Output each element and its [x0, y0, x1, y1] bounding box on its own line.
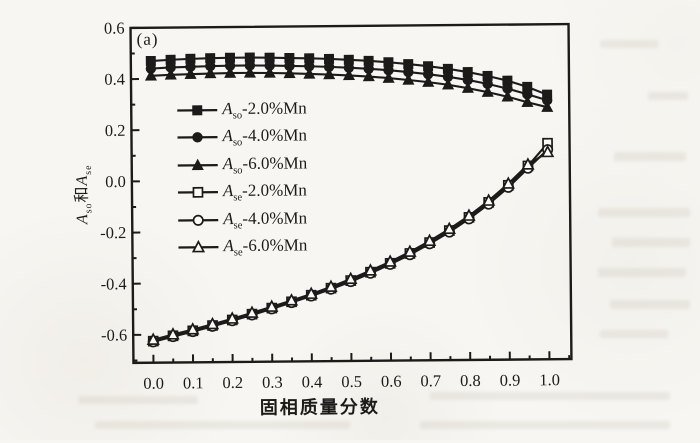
legend-item-aso-4-0-mn: Aso-4.0%Mn — [175, 123, 307, 152]
legend-label: Aso-6.0%Mn — [223, 153, 308, 176]
x-tick-label: 0.7 — [420, 371, 441, 390]
legend-marker-filled-triangle-icon — [176, 155, 220, 175]
x-axis-title: 固相质量分数 — [200, 392, 440, 420]
y-axis-title: Aso和Ase — [67, 134, 94, 254]
legend-label: Ase-4.0%Mn — [223, 208, 307, 231]
data-point-marker-filled-circle — [193, 133, 202, 142]
y-tick-label: -0.4 — [101, 274, 127, 293]
x-tick-label: 0.4 — [302, 372, 323, 391]
legend-marker-open-circle-icon — [176, 210, 220, 230]
x-tick-label: 0.8 — [460, 371, 481, 390]
panel-label: (a) — [137, 30, 159, 50]
x-tick-labels: 0.0 0.1 0.2 0.3 0.4 0.5 0.6 0.7 0.8 0.9 1.0 — [143, 370, 560, 393]
legend-item-ase-2-0-mn: Ase-2.0%Mn — [176, 178, 308, 207]
y-tick-label: -0.2 — [100, 223, 126, 242]
x-tick-label: 0.0 — [143, 374, 164, 393]
legend-item-aso-6-0-mn: Aso-6.0%Mn — [176, 150, 308, 179]
legend-item-ase-6-0-mn: Ase-6.0%Mn — [176, 233, 308, 262]
legend-marker-open-triangle-icon — [176, 237, 220, 257]
y-tick-label: 0.4 — [104, 70, 125, 89]
x-tick-label: 0.1 — [183, 373, 204, 392]
x-tick-label: 0.2 — [222, 373, 243, 392]
legend-label: Aso-4.0%Mn — [222, 125, 307, 148]
legend-marker-filled-circle-icon — [175, 127, 219, 147]
x-tick-label: 1.0 — [539, 370, 560, 389]
y-tick-label: -0.6 — [101, 325, 127, 344]
legend-label: Ase-2.0%Mn — [223, 180, 307, 203]
y-tick-label: 0.0 — [105, 172, 126, 191]
data-point-marker-open-square — [193, 188, 202, 197]
data-point-marker-filled-square — [193, 106, 202, 115]
y-tick-label: 0.6 — [104, 18, 125, 37]
x-tick-label: 0.9 — [500, 371, 521, 390]
y-tick-labels: 0.6 0.4 0.2 0.0 -0.2 -0.4 -0.6 — [98, 18, 127, 344]
y-tick-label: 0.2 — [105, 121, 126, 140]
data-point-marker-open-circle — [193, 215, 202, 224]
x-tick-label: 0.3 — [262, 373, 283, 392]
legend-marker-filled-square-icon — [175, 100, 219, 120]
legend-item-ase-4-0-mn: Ase-4.0%Mn — [176, 205, 308, 234]
legend-label: Ase-6.0%Mn — [223, 235, 307, 258]
legend-marker-open-square-icon — [176, 182, 220, 202]
legend-label: Aso-2.0%Mn — [222, 98, 307, 121]
chart-legend: Aso-2.0%Mn Aso-4.0%Mn Aso-6.0%Mn Ase-2.0%Mn… — [175, 95, 308, 261]
x-tick-label: 0.5 — [341, 372, 362, 391]
legend-item-aso-2-0-mn: Aso-2.0%Mn — [175, 95, 307, 124]
x-tick-label: 0.6 — [381, 372, 402, 391]
